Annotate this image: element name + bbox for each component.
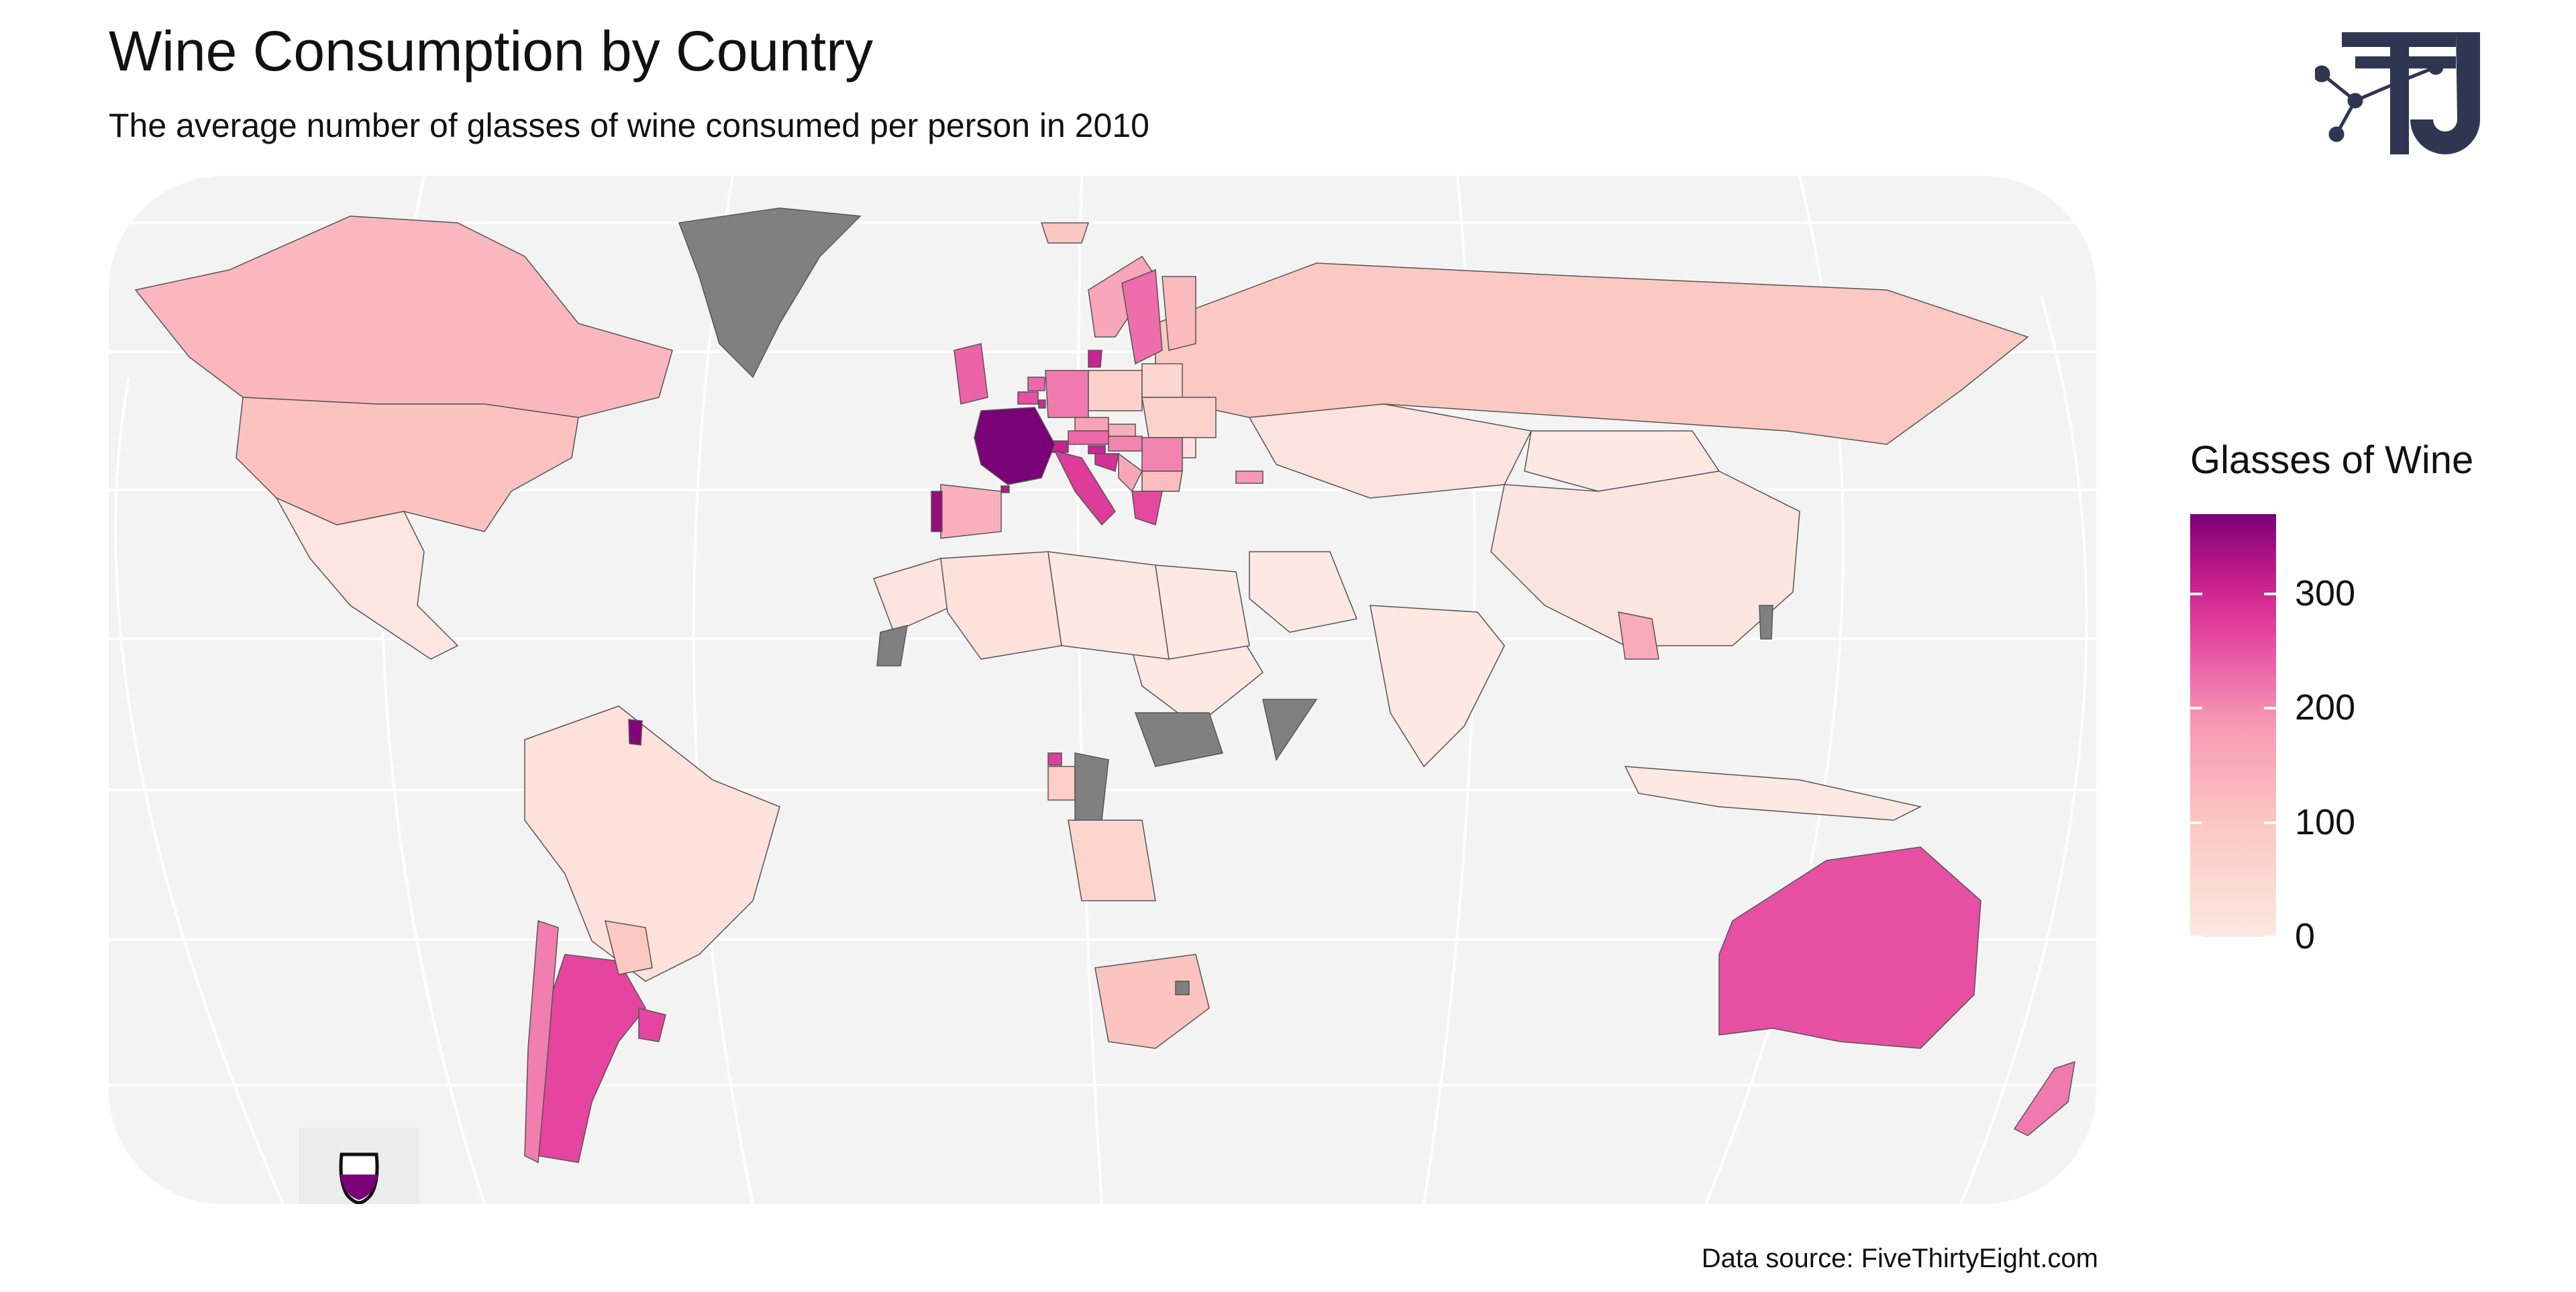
legend-tick-label: 300 <box>2295 573 2356 614</box>
country-south-africa: South Africa <box>1094 954 1210 1049</box>
map-title: Wine Consumption by Country <box>109 19 874 83</box>
map-subtitle: The average number of glasses of wine co… <box>109 107 1149 144</box>
country-finland: Finland <box>1162 276 1196 351</box>
country-taiwan: Taiwan <box>1759 605 1773 640</box>
country-france: France <box>974 407 1055 485</box>
country-poland: Poland <box>1088 370 1143 411</box>
legend-tick-label: 0 <box>2295 916 2316 956</box>
country-slovenia: Slovenia <box>1088 445 1106 454</box>
country-australia: Australia <box>1718 846 1981 1049</box>
country-ukraine: Ukraine <box>1141 397 1217 438</box>
country-new-zealand: New Zealand <box>2013 1060 2075 1136</box>
country-georgia: Georgia <box>1235 470 1264 484</box>
legend-color-bar <box>2190 514 2276 937</box>
country-kazakhstan: Kazakhstan <box>1248 403 1533 499</box>
country-hungary: Hungary <box>1108 436 1143 452</box>
country-italy: Italy <box>1053 450 1116 526</box>
country-french-guiana: French Guiana <box>628 719 643 746</box>
country-mexico: Mexico <box>275 497 459 660</box>
country-india: India <box>1370 605 1505 768</box>
country-denmark: Denmark <box>1088 350 1102 368</box>
country-equatorial-guinea: Equatorial Guinea <box>1047 752 1062 766</box>
country-spain: Spain <box>940 484 1002 539</box>
country-greece: Greece <box>1131 491 1163 526</box>
tj-logo-icon <box>2315 32 2480 154</box>
country-egypt: Egypt <box>1155 564 1250 660</box>
legend-tick-mark <box>2190 821 2202 824</box>
country-paraguay: Paraguay <box>604 920 653 975</box>
country-andorra: Andorra <box>1000 485 1010 493</box>
country-belarus: Belarus <box>1141 363 1183 398</box>
legend-tick-label: 200 <box>2295 687 2356 728</box>
legend-title: Glasses of Wine <box>2190 438 2474 482</box>
world-map: CanadaUSAMexicoGreenlandBrazilArgentinaC… <box>109 176 2096 1204</box>
country-brazil: Brazil <box>524 705 780 982</box>
country-western-sahara: Western Sahara <box>876 624 908 666</box>
country-indonesia: Indonesia <box>1624 766 1922 821</box>
country-portugal: Portugal <box>931 491 943 532</box>
country-sweden: Sweden <box>1121 268 1163 365</box>
legend-tick-label: 100 <box>2295 801 2356 842</box>
country-south-sudan: South Sudan <box>1134 712 1223 767</box>
country-netherlands: Netherlands <box>1027 377 1045 391</box>
legend-tick-mark <box>2190 707 2202 710</box>
country-luxembourg: Luxembourg <box>1038 399 1046 409</box>
country-croatia: Croatia <box>1094 453 1119 472</box>
country-laos: Laos <box>1618 611 1659 660</box>
country-gabon: Gabon <box>1047 766 1076 801</box>
country-chile: Chile <box>524 920 559 1164</box>
country-somalia: Somalia <box>1262 699 1318 761</box>
country-iceland: Iceland <box>1040 222 1090 244</box>
legend-tick-mark <box>2264 593 2276 596</box>
country-angola: Angola <box>1068 819 1156 901</box>
legend-tick-mark <box>2264 936 2276 938</box>
country-republic-of-the-congo: Republic of the Congo <box>1074 752 1109 821</box>
country-serbia: Serbia <box>1118 452 1143 493</box>
country-united-kingdom: United Kingdom <box>954 343 988 405</box>
country-algeria: Algeria <box>940 551 1062 660</box>
country-uruguay: Uruguay <box>638 1007 666 1042</box>
wine-glass-icon <box>339 1152 379 1204</box>
country-romania: Romania <box>1141 437 1183 472</box>
country-iran: Iran <box>1249 551 1358 633</box>
country-lesotho: Lesotho <box>1175 981 1190 995</box>
country-argentina: Argentina <box>537 954 646 1163</box>
legend-tick-mark <box>2264 707 2276 710</box>
world-map-panel: CanadaUSAMexicoGreenlandBrazilArgentinaC… <box>109 176 2096 1204</box>
country-moldova: Moldova <box>1182 437 1196 458</box>
data-source: Data source: FiveThirtyEight.com <box>1701 1244 2098 1273</box>
country-libya: Libya <box>1047 551 1170 660</box>
country-belgium: Belgium <box>1017 391 1039 405</box>
legend-tick-mark <box>2264 821 2276 824</box>
legend-tick-mark <box>2190 936 2202 938</box>
country-canada: Canada <box>134 215 673 418</box>
country-germany: Germany <box>1045 370 1089 418</box>
wine-glass-inset <box>299 1128 419 1204</box>
country-czech-republic: Czech Republic <box>1074 417 1109 432</box>
legend-tick-mark <box>2190 593 2202 596</box>
country-austria: Austria <box>1068 430 1109 445</box>
country-greenland: Greenland <box>678 207 862 379</box>
country-bulgaria: Bulgaria <box>1141 470 1183 492</box>
country-slovakia: Slovakia <box>1108 424 1136 437</box>
